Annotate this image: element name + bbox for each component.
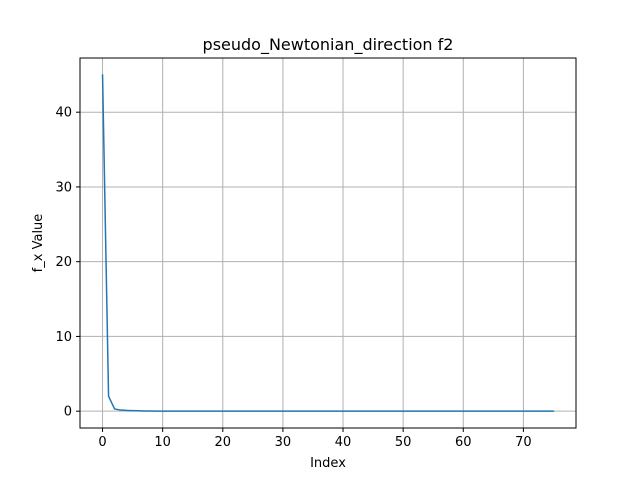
x-axis-label: Index [310,456,346,471]
series-layer [101,74,555,412]
x-tick-label: 40 [335,435,352,450]
x-tick-label: 10 [154,435,171,450]
x-tick-label: 0 [98,435,106,450]
plot-frame [79,57,577,429]
x-tick-label: 60 [455,435,472,450]
x-tick-label: 50 [395,435,412,450]
y-tick-label: 40 [55,106,72,121]
y-tick-label: 10 [55,330,72,345]
x-tick-label: 30 [275,435,292,450]
chart-title: pseudo_Newtonian_direction f2 [203,35,454,55]
x-tick-label: 70 [515,435,532,450]
y-axis-label: f_x Value [31,214,46,273]
y-tick-label: 20 [55,255,72,270]
grid [80,58,576,428]
y-tick-label: 0 [64,405,72,420]
y-tick-label: 30 [55,180,72,195]
series-line [101,74,555,412]
ticks: 0 10 20 30 40 50 60 70 0 10 20 30 40 [55,106,531,450]
x-tick-label: 20 [215,435,232,450]
